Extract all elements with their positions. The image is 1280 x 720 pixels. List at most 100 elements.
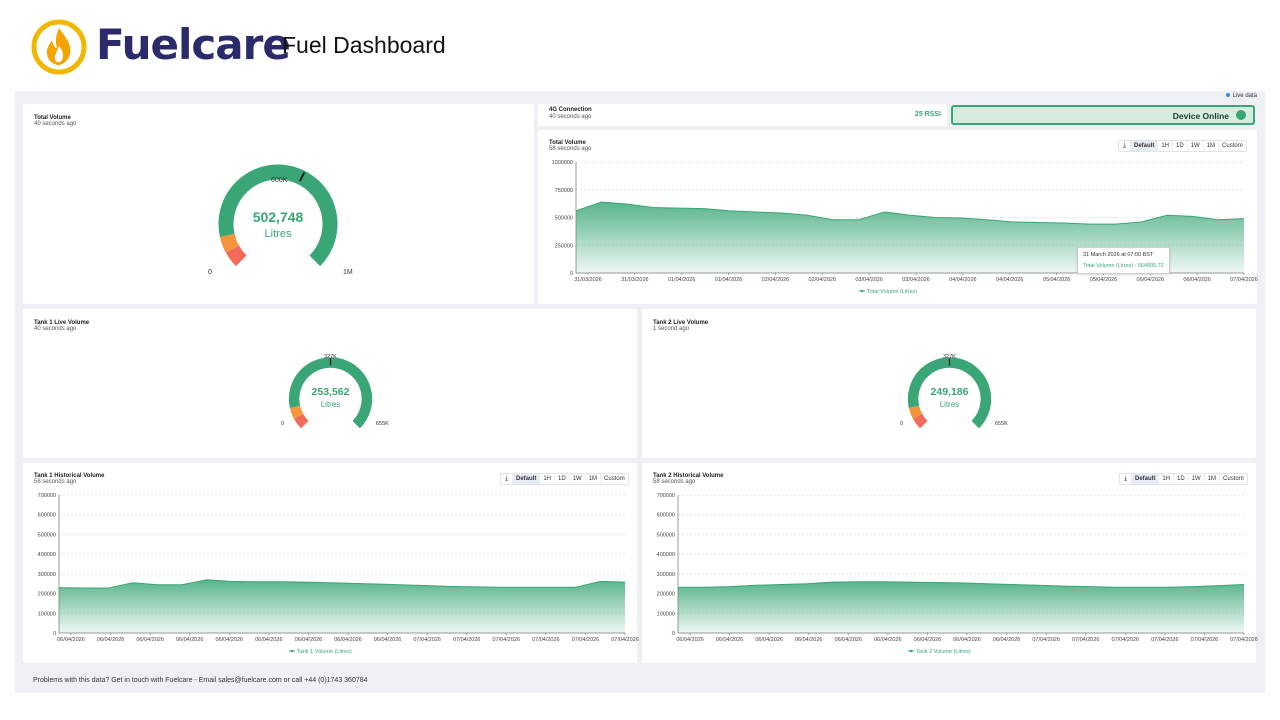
gauge-arc bbox=[288, 357, 373, 429]
x-tick-label: 06/04/2026 bbox=[136, 637, 164, 643]
range-button-default[interactable]: Default bbox=[1132, 474, 1160, 484]
y-tick-label: 400000 bbox=[38, 552, 56, 558]
y-tick-label: 700000 bbox=[657, 493, 675, 499]
connection-updated: 40 seconds ago bbox=[549, 114, 592, 120]
tooltip-value: Total Volume (Litres) : 564805.72 bbox=[1083, 263, 1164, 269]
y-tick-label: 600000 bbox=[657, 513, 675, 519]
tank2-history-chart: 0 100000 200000 300000 400000 500000 600000 700… bbox=[657, 493, 1258, 655]
legend-marker bbox=[860, 289, 864, 293]
y-tick-label: 1000000 bbox=[552, 160, 573, 166]
gauge-min-label: 0 bbox=[208, 269, 212, 276]
x-tick-label: 06/04/2026 bbox=[835, 637, 863, 643]
x-tick-label: 04/04/2026 bbox=[949, 277, 977, 283]
x-tick-label: 07/04/2026 bbox=[1112, 637, 1140, 643]
x-tick-label: 07/04/2026 bbox=[453, 637, 481, 643]
range-button-custom[interactable]: Custom bbox=[604, 476, 625, 482]
download-icon[interactable]: ⤓ bbox=[501, 474, 513, 484]
y-tick-label: 0 bbox=[570, 271, 573, 277]
gauge-max-label: 655K bbox=[995, 421, 1008, 427]
card-title: Total Volume bbox=[34, 115, 71, 121]
range-button-1w[interactable]: 1W bbox=[1188, 141, 1204, 151]
gauge-orange-band bbox=[289, 405, 304, 419]
range-button-1w[interactable]: 1W bbox=[1189, 474, 1205, 484]
x-tick-label: 31/03/2026 bbox=[621, 277, 649, 283]
x-tick-label: 06/04/2026 bbox=[1183, 277, 1211, 283]
x-tick-label: 07/04/2026 bbox=[1191, 637, 1219, 643]
x-tick-label: 07/04/2026 bbox=[1072, 637, 1100, 643]
y-tick-label: 0 bbox=[672, 631, 675, 637]
x-tick-label: 06/04/2026 bbox=[953, 637, 981, 643]
gauge-marker-label: 327K bbox=[943, 354, 956, 360]
gauge-green-band bbox=[288, 357, 373, 429]
range-button-custom[interactable]: Custom bbox=[1222, 143, 1243, 149]
x-tick-label: 06/04/2026 bbox=[676, 637, 704, 643]
gauge-marker-tick bbox=[298, 171, 306, 182]
card-updated: 1 second ago bbox=[653, 326, 690, 332]
range-button-1m[interactable]: 1M bbox=[1204, 141, 1220, 151]
x-tick-label: 04/04/2026 bbox=[996, 277, 1024, 283]
card-title: Total Volume bbox=[549, 140, 586, 146]
x-tick-label: 06/04/2026 bbox=[97, 637, 125, 643]
y-tick-label: 100000 bbox=[38, 611, 56, 617]
gauge-arc bbox=[907, 357, 992, 429]
x-tick-label: 02/04/2026 bbox=[762, 277, 790, 283]
gauge-green-band bbox=[218, 164, 338, 267]
x-tick-label: 05/04/2026 bbox=[1090, 277, 1118, 283]
series-line bbox=[678, 581, 1245, 588]
gauge-min-label: 0 bbox=[281, 421, 285, 427]
status-dot-icon bbox=[1236, 110, 1246, 120]
x-tick-label: 01/04/2026 bbox=[715, 277, 743, 283]
card-updated: 58 seconds ago bbox=[34, 479, 77, 485]
range-button-1h[interactable]: 1H bbox=[1158, 141, 1174, 151]
range-button-1m[interactable]: 1M bbox=[1205, 474, 1221, 484]
x-tick-label: 06/04/2026 bbox=[295, 637, 323, 643]
range-toolbar: ⤓ Default 1H 1D 1W 1M Custom bbox=[1118, 140, 1247, 152]
device-online-status: Device Online bbox=[951, 105, 1255, 125]
gauge-red-band bbox=[913, 413, 928, 429]
y-tick-label: 500000 bbox=[555, 216, 573, 222]
range-button-default[interactable]: Default bbox=[1131, 141, 1159, 151]
download-icon[interactable]: ⤓ bbox=[1119, 141, 1131, 151]
x-tick-label: 07/04/2026 bbox=[1151, 637, 1179, 643]
gauge-value: 249,186 bbox=[930, 386, 969, 398]
connection-info: 4G Connection 40 seconds ago 25 RSSI bbox=[538, 104, 947, 126]
x-tick-label: 02/04/2026 bbox=[809, 277, 837, 283]
range-button-1h[interactable]: 1H bbox=[540, 474, 556, 484]
y-tick-label: 0 bbox=[53, 631, 56, 637]
gauge-value: 253,562 bbox=[311, 386, 350, 398]
range-button-1d[interactable]: 1D bbox=[1173, 141, 1188, 151]
tank1-chart-card: Tank 1 Historical Volume 58 seconds ago … bbox=[23, 463, 639, 663]
x-tick-label: 31/03/2026 bbox=[574, 277, 602, 283]
range-button-1d[interactable]: 1D bbox=[555, 474, 570, 484]
legend-label: Tank 2 Volume (Litres) bbox=[916, 649, 971, 655]
tooltip-title: 31 March 2026 at 07:00 BST bbox=[1083, 252, 1154, 258]
live-data-indicator: Live data bbox=[1225, 92, 1257, 100]
range-button-custom[interactable]: Custom bbox=[1223, 476, 1244, 482]
x-tick-label: 06/04/2026 bbox=[914, 637, 942, 643]
x-tick-label: 06/04/2026 bbox=[374, 637, 402, 643]
card-title: Tank 1 Historical Volume bbox=[34, 473, 105, 479]
gauge-unit: Litres bbox=[939, 400, 960, 409]
device-online-label: Device Online bbox=[1172, 111, 1229, 121]
range-button-default[interactable]: Default bbox=[513, 474, 541, 484]
total-volume-chart: 0 250000 500000 750000 1000000 31/03/2026 31/0… bbox=[552, 160, 1258, 295]
page-title: Fuel Dashboard bbox=[282, 32, 446, 58]
gauge-arc bbox=[218, 164, 338, 267]
y-tick-label: 300000 bbox=[38, 572, 56, 578]
download-icon[interactable]: ⤓ bbox=[1120, 474, 1132, 484]
card-title: Tank 2 Live Volume bbox=[653, 320, 709, 326]
tank1-gauge: 253,562 Litres 0 655K 327K bbox=[278, 354, 389, 434]
x-tick-label: 06/04/2026 bbox=[993, 637, 1021, 643]
tank1-gauge-card: Tank 1 Live Volume 40 seconds ago 253,56… bbox=[23, 309, 637, 458]
gauge-max-label: 1M bbox=[343, 269, 353, 276]
x-tick-label: 06/04/2026 bbox=[874, 637, 902, 643]
range-button-1h[interactable]: 1H bbox=[1159, 474, 1175, 484]
card-updated: 40 seconds ago bbox=[34, 326, 77, 332]
range-button-1d[interactable]: 1D bbox=[1174, 474, 1189, 484]
range-button-1m[interactable]: 1M bbox=[586, 474, 602, 484]
range-button-1w[interactable]: 1W bbox=[570, 474, 586, 484]
x-tick-label: 07/04/2026 bbox=[1230, 277, 1258, 283]
gauge-orange-band bbox=[219, 233, 240, 253]
gauge-value: 502,748 bbox=[252, 209, 304, 225]
x-tick-label: 07/04/2026 bbox=[1032, 637, 1060, 643]
